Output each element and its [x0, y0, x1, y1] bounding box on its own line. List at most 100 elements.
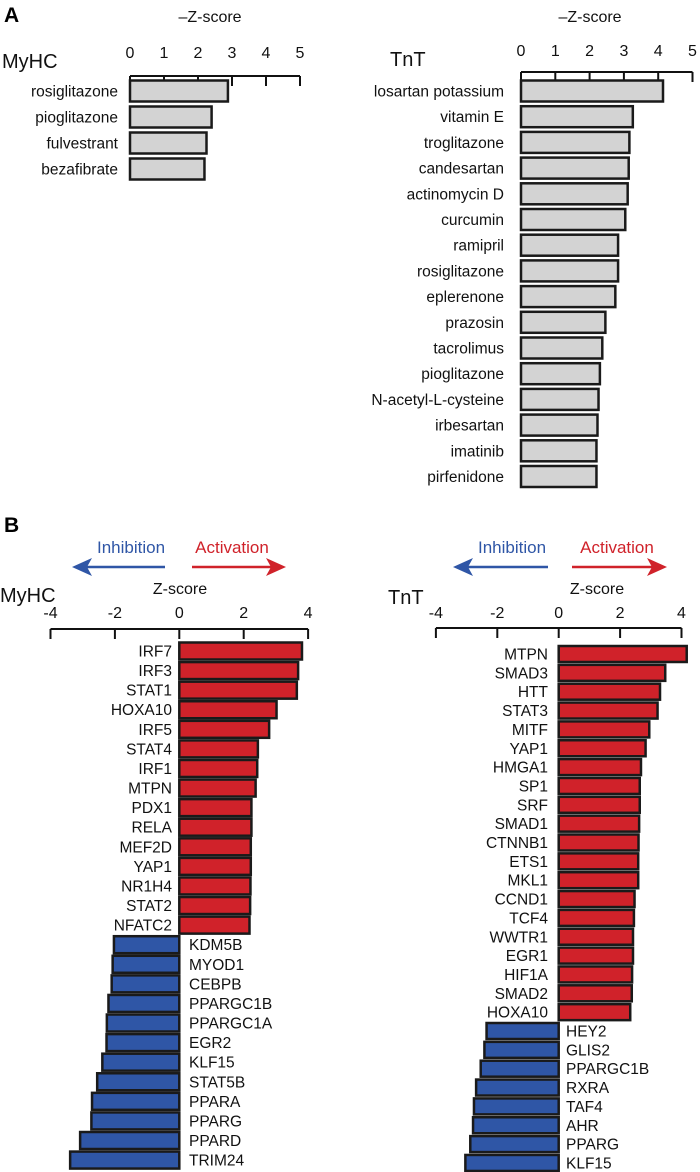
bar-label: CCND1 — [495, 892, 548, 909]
bar — [178, 660, 300, 681]
bar-label: PPARG — [189, 1113, 242, 1130]
bar — [178, 739, 260, 759]
x-tick-label: 4 — [677, 605, 686, 622]
bar — [557, 720, 651, 739]
bar-label: STAT5B — [189, 1074, 245, 1091]
activation-label: Activation — [195, 538, 269, 557]
bar-label: actinomycin D — [407, 186, 504, 203]
bar-label: IRF7 — [138, 644, 172, 661]
bar-label: bezafibrate — [41, 162, 118, 179]
bar-label: ETS1 — [509, 854, 548, 871]
bar — [519, 464, 598, 489]
bar — [479, 1059, 560, 1078]
inhibition-label: Inhibition — [478, 538, 546, 557]
bar — [101, 1052, 181, 1072]
bar — [519, 310, 607, 335]
bar-label: STAT4 — [126, 741, 172, 758]
chart-b-myhc: MyHC Z-score -4 -2 0 2 4 IRF7 IRF3 STAT1 HOXA10 IRF… — [0, 581, 313, 1170]
x-tick-label: -2 — [490, 605, 504, 622]
bar — [519, 439, 598, 463]
bar — [519, 361, 602, 386]
bar — [557, 814, 641, 833]
bar-label: IRF3 — [138, 663, 172, 680]
bar — [178, 719, 271, 740]
bar-label: SMAD2 — [495, 986, 548, 1003]
x-tick-label: 1 — [551, 43, 560, 60]
bar — [178, 915, 251, 935]
bar-label: NR1H4 — [121, 878, 172, 895]
bar — [557, 984, 634, 1003]
bar-label: MYOD1 — [189, 957, 244, 974]
bar — [178, 895, 252, 916]
x-tick-label: -2 — [108, 605, 122, 622]
bar — [519, 233, 620, 257]
bar — [557, 1002, 632, 1022]
bar-label: NFATC2 — [114, 918, 172, 935]
bar-label: tacrolimus — [433, 341, 504, 358]
bar-label: STAT2 — [126, 898, 172, 915]
bar — [557, 870, 640, 890]
bar-label: imatinib — [451, 443, 504, 460]
bar-label: HTT — [518, 684, 549, 701]
bar — [485, 1021, 560, 1041]
bar — [519, 182, 629, 206]
bar — [519, 259, 620, 283]
x-axis-label: –Z-score — [558, 9, 621, 26]
bar — [178, 856, 253, 877]
bar-label: MITF — [512, 722, 548, 739]
x-tick-label: 3 — [228, 45, 237, 62]
arrow-head-icon — [453, 558, 473, 576]
bar — [128, 157, 206, 181]
bar-label: rosiglitazone — [31, 84, 118, 101]
bar-label: MTPN — [128, 781, 172, 798]
x-tick-label: 0 — [554, 605, 563, 622]
bar — [519, 104, 635, 129]
x-tick-label: 2 — [616, 605, 625, 622]
bar — [472, 1097, 560, 1116]
bar-label: WWTR1 — [489, 929, 548, 946]
bar — [557, 927, 635, 946]
bar — [90, 1091, 181, 1112]
bar-label: PPARGC1B — [189, 996, 272, 1013]
bar — [178, 680, 299, 700]
bar — [519, 413, 599, 437]
bar — [483, 1040, 560, 1060]
bar — [519, 387, 600, 412]
bar — [105, 1013, 181, 1033]
chart-title: TnT — [388, 587, 424, 609]
bar-label: TAF4 — [566, 1099, 603, 1116]
bar-label: GLIS2 — [566, 1042, 610, 1059]
x-tick-label: 4 — [654, 43, 663, 60]
bar-label: MKL1 — [508, 873, 549, 890]
bar-label: PPARD — [189, 1133, 241, 1150]
bar — [519, 207, 627, 232]
bar-label: SMAD3 — [495, 665, 548, 682]
bar-label: RELA — [132, 820, 173, 837]
bar — [519, 79, 665, 103]
bar-label: HOXA10 — [111, 702, 173, 719]
bar — [519, 336, 604, 360]
x-tick-label: 4 — [304, 605, 313, 622]
x-tick-label: 5 — [688, 43, 697, 60]
bar-label: N-acetyl-L-cysteine — [371, 392, 504, 409]
chart-title: MyHC — [2, 51, 58, 73]
bar-label: TCF4 — [509, 910, 548, 927]
bar-label: vitamin E — [440, 109, 504, 126]
bar-label: irbesartan — [435, 418, 504, 435]
bar-label: pioglitazone — [35, 110, 118, 127]
bar — [95, 1072, 181, 1092]
bar-label: candesartan — [419, 161, 504, 178]
bar-label: AHR — [566, 1118, 599, 1135]
bar — [557, 776, 641, 796]
bar — [110, 974, 181, 994]
bar-label: YAP1 — [134, 859, 173, 876]
bar-label: HOXA10 — [487, 1005, 549, 1022]
bar — [178, 817, 253, 837]
x-axis-label: –Z-score — [178, 9, 241, 26]
bar-label: rosiglitazone — [417, 263, 504, 280]
x-tick-label: -4 — [429, 605, 443, 622]
bar — [178, 797, 253, 818]
arrow-head-icon — [647, 558, 667, 576]
direction-arrows — [72, 558, 667, 576]
